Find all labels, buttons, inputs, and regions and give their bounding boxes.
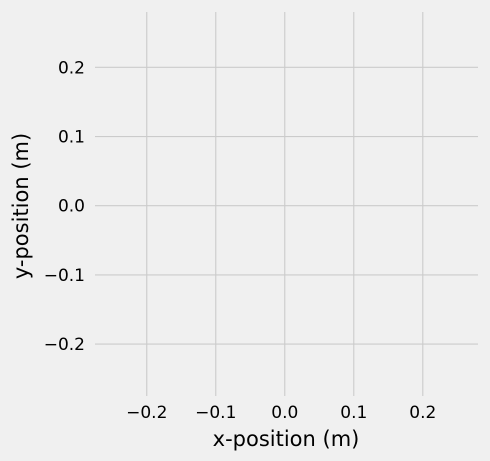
y-tick-label: 0.1 — [58, 128, 85, 148]
plot-area — [95, 12, 478, 396]
x-tick-label: −0.2 — [126, 403, 167, 423]
x-tick-label: −0.1 — [195, 403, 236, 423]
x-tick-label: 0.1 — [340, 403, 367, 423]
x-tick-label: 0.2 — [409, 403, 436, 423]
x-axis-ticks: −0.2 −0.1 0.0 0.1 0.2 — [126, 403, 436, 423]
y-tick-label: 0.0 — [58, 197, 85, 217]
y-axis-ticks: −0.2 −0.1 0.0 0.1 0.2 — [44, 58, 85, 355]
x-axis-title: x-position (m) — [213, 427, 360, 451]
x-tick-label: 0.0 — [271, 403, 298, 423]
y-tick-label: −0.1 — [44, 266, 85, 286]
y-axis-title: y-position (m) — [9, 133, 33, 279]
y-tick-label: 0.2 — [58, 58, 85, 78]
y-tick-label: −0.2 — [44, 335, 85, 355]
